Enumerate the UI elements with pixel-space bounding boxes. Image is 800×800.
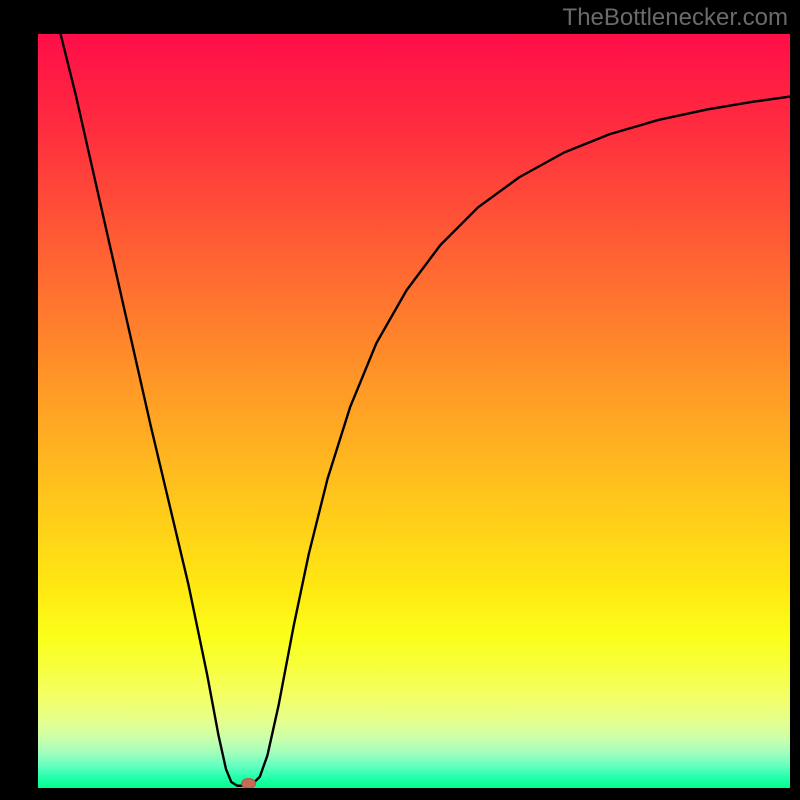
watermark-text: TheBottlenecker.com [563,6,788,30]
chart-area [38,34,790,788]
chart-svg [38,34,790,788]
chart-background [38,34,790,788]
optimal-point-marker [242,778,256,788]
chart-frame: TheBottlenecker.com [0,0,800,800]
